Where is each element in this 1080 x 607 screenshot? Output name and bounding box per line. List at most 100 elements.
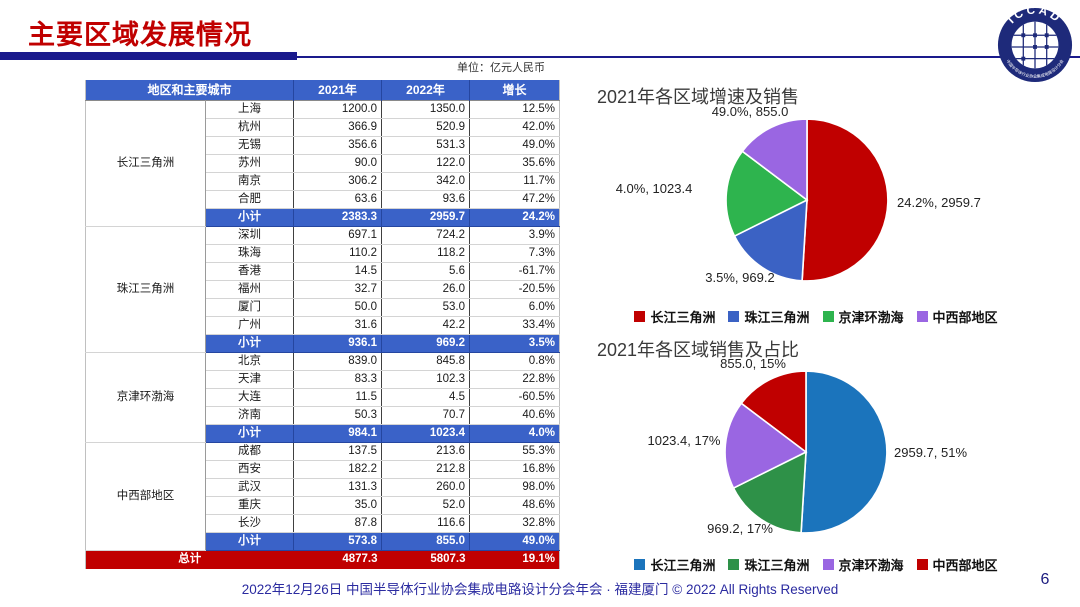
value-2022-cell: 122.0 xyxy=(381,154,471,173)
region-table: 地区和主要城市 2021年 2022年 增长 长江三角洲 上海 1200.0 1350… xyxy=(85,80,561,569)
value-2021-cell: 90.0 xyxy=(293,154,383,173)
legend-swatch-icon xyxy=(822,559,834,570)
legend-item: 珠江三角洲 xyxy=(728,555,810,574)
unit-label: 单位：亿元人民币 xyxy=(457,62,545,74)
growth-cell: 49.0% xyxy=(469,136,560,155)
pie2-label-yangtze: 2959.7, 51% xyxy=(894,445,968,460)
growth-cell: 3.9% xyxy=(469,225,560,245)
pie-slice-2 xyxy=(733,198,808,282)
region-table-body: 长江三角洲 上海 1200.0 1350.0 12.5% 杭州 366.9 520.9 42.0… xyxy=(85,99,560,569)
city-cell: 武汉 xyxy=(205,478,295,497)
pie-chart-sales-share xyxy=(724,370,888,534)
pie-slice-1 xyxy=(801,118,889,282)
table-row: 厦门 50.0 53.0 6.0% xyxy=(86,298,560,317)
total-row: 总计 4877.3 5807.3 19.1% xyxy=(85,550,560,569)
legend-swatch-icon xyxy=(916,311,928,322)
pie-slice-3 xyxy=(725,150,809,238)
city-cell: 厦门 xyxy=(205,298,295,317)
value-2022-cell: 102.3 xyxy=(381,370,471,389)
growth-cell: 12.5% xyxy=(469,99,560,119)
value-2022-cell: 42.2 xyxy=(381,316,471,335)
value-2021-cell: 14.5 xyxy=(293,262,383,281)
growth-cell: 32.8% xyxy=(469,514,560,533)
header-2022: 2022年 xyxy=(381,80,471,100)
value-2022-cell: 26.0 xyxy=(381,280,471,299)
subtotal-2022: 855.0 xyxy=(381,532,471,551)
pie-slice-4 xyxy=(741,118,808,202)
growth-cell: 55.3% xyxy=(469,441,560,461)
subtotal-2021: 2383.3 xyxy=(293,208,383,227)
pie-slice-1 xyxy=(800,370,888,534)
city-cell: 无锡 xyxy=(205,136,295,155)
footer-text: 2022年12月26日 中国半导体行业协会集成电路设计分会年会 · 福建厦门 ©… xyxy=(241,582,839,597)
table-row: 无锡 356.6 531.3 49.0% xyxy=(86,136,560,155)
city-cell: 广州 xyxy=(205,316,295,335)
value-2021-cell: 1200.0 xyxy=(293,99,383,119)
table-row: 杭州 366.9 520.9 42.0% xyxy=(86,118,560,137)
value-2022-cell: 4.5 xyxy=(381,388,471,407)
page-title: 主要区域发展情况 xyxy=(28,20,252,50)
header-region-city: 地区和主要城市 xyxy=(85,80,295,100)
subtotal-2021: 573.8 xyxy=(293,532,383,551)
growth-cell: 33.4% xyxy=(469,316,560,335)
total-label: 总计 xyxy=(85,550,294,569)
growth-cell: 98.0% xyxy=(469,478,560,497)
pie-slice-3 xyxy=(724,402,808,490)
subtotal-growth: 24.2% xyxy=(469,208,560,227)
value-2021-cell: 306.2 xyxy=(293,172,383,191)
value-2021-cell: 697.1 xyxy=(293,225,383,245)
table-row: 天津 83.3 102.3 22.8% xyxy=(86,370,560,389)
value-2021-cell: 839.0 xyxy=(293,351,383,371)
value-2021-cell: 356.6 xyxy=(293,136,383,155)
pie2-label-pearl: 969.2, 17% xyxy=(707,521,773,536)
city-cell: 成都 xyxy=(205,441,295,461)
city-cell: 上海 xyxy=(205,99,295,119)
legend-swatch-icon xyxy=(916,559,928,570)
growth-cell: -61.7% xyxy=(469,262,560,281)
growth-cell: 47.2% xyxy=(469,190,560,209)
subtotal-row: 小计 936.1 969.2 3.5% xyxy=(86,334,560,353)
growth-cell: 42.0% xyxy=(469,118,560,137)
subtotal-2022: 969.2 xyxy=(381,334,471,353)
pie1-label-pearl: 3.5%, 969.2 xyxy=(705,270,775,285)
legend-label: 中西部地区 xyxy=(932,310,998,325)
subtotal-label: 小计 xyxy=(205,424,295,443)
city-cell: 苏州 xyxy=(205,154,295,173)
value-2022-cell: 724.2 xyxy=(381,225,471,245)
pie-slice-2 xyxy=(732,450,807,534)
legend-item: 京津环渤海 xyxy=(822,307,904,326)
growth-cell: 35.6% xyxy=(469,154,560,173)
growth-cell: 6.0% xyxy=(469,298,560,317)
growth-cell: 7.3% xyxy=(469,244,560,263)
table-header-row: 地区和主要城市 2021年 2022年 增长 xyxy=(85,80,560,100)
region-cell: 珠江三角洲 xyxy=(85,225,206,353)
table-row: 南京 306.2 342.0 11.7% xyxy=(86,172,560,191)
value-2022-cell: 531.3 xyxy=(381,136,471,155)
table-row: 合肥 63.6 93.6 47.2% xyxy=(86,190,560,209)
subtotal-row: 小计 573.8 855.0 49.0% xyxy=(86,532,560,551)
subtotal-growth: 49.0% xyxy=(469,532,560,551)
total-2021: 4877.3 xyxy=(293,550,382,569)
table-row: 福州 32.7 26.0 -20.5% xyxy=(86,280,560,299)
title-underline-thick xyxy=(0,52,297,60)
value-2021-cell: 63.6 xyxy=(293,190,383,209)
pie2-label-bohai: 1023.4, 17% xyxy=(647,433,721,448)
pie2-label-midwest: 855.0, 15% xyxy=(720,356,786,371)
growth-cell: 16.8% xyxy=(469,460,560,479)
value-2022-cell: 845.8 xyxy=(381,351,471,371)
legend-label: 长江三角洲 xyxy=(650,558,716,573)
legend-item: 中西部地区 xyxy=(916,307,998,326)
table-row: 京津环渤海 北京 839.0 845.8 0.8% xyxy=(85,351,560,443)
table-row: 武汉 131.3 260.0 98.0% xyxy=(86,478,560,497)
growth-cell: 40.6% xyxy=(469,406,560,425)
city-cell: 长沙 xyxy=(205,514,295,533)
header-growth: 增长 xyxy=(469,80,560,100)
city-cell: 重庆 xyxy=(205,496,295,515)
legend-item: 京津环渤海 xyxy=(822,555,904,574)
table-row: 中西部地区 成都 137.5 213.6 55.3% xyxy=(85,441,560,551)
value-2021-cell: 83.3 xyxy=(293,370,383,389)
legend-swatch-icon xyxy=(634,311,646,322)
subtotal-2022: 2959.7 xyxy=(381,208,471,227)
value-2022-cell: 70.7 xyxy=(381,406,471,425)
